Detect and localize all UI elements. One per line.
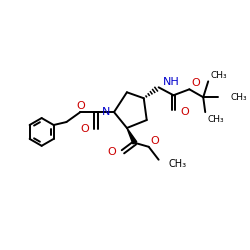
Text: O: O — [76, 101, 85, 111]
Text: N: N — [102, 107, 110, 117]
Text: O: O — [80, 124, 89, 134]
Polygon shape — [127, 128, 137, 144]
Text: NH: NH — [162, 77, 179, 87]
Text: CH₃: CH₃ — [210, 71, 227, 80]
Text: CH₃: CH₃ — [230, 93, 247, 102]
Text: O: O — [191, 78, 200, 88]
Text: CH₃: CH₃ — [207, 114, 224, 124]
Text: CH₃: CH₃ — [168, 159, 187, 169]
Text: O: O — [180, 107, 189, 117]
Text: O: O — [107, 147, 116, 157]
Text: O: O — [151, 136, 160, 146]
